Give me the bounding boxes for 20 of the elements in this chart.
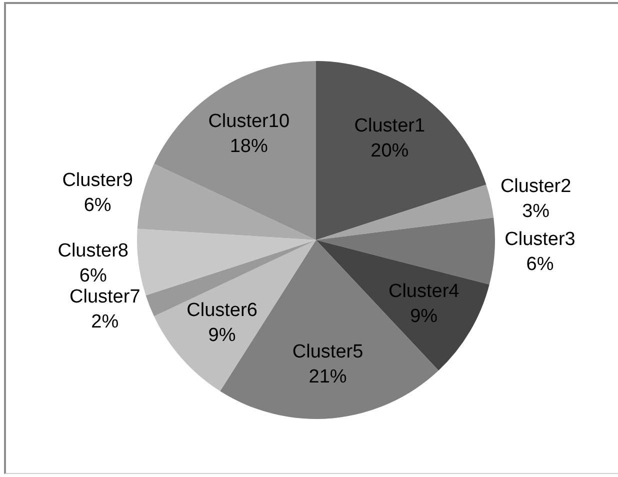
data-label: 18% xyxy=(230,136,268,158)
data-label: 2% xyxy=(91,312,119,333)
data-label: 9% xyxy=(410,306,438,327)
slice-label: Cluster3 xyxy=(504,228,576,250)
slice-label: Cluster6 xyxy=(186,300,258,321)
slice-label: Cluster1 xyxy=(354,116,426,137)
slice-label: Cluster7 xyxy=(70,286,140,308)
data-label: 3% xyxy=(522,200,550,222)
data-label: 6% xyxy=(79,266,107,287)
slice-label: Cluster2 xyxy=(500,176,572,197)
data-label: 6% xyxy=(84,195,112,216)
data-label: 9% xyxy=(208,324,236,346)
data-label: 6% xyxy=(526,254,554,275)
slice-label: Cluster8 xyxy=(58,240,128,262)
slice-label: Cluster5 xyxy=(292,342,364,363)
slice-label: Cluster10 xyxy=(208,111,290,132)
slice-label: Cluster4 xyxy=(388,280,460,302)
data-label: 21% xyxy=(308,366,347,388)
data-label: 20% xyxy=(370,140,409,162)
slice-label: Cluster9 xyxy=(62,170,133,191)
